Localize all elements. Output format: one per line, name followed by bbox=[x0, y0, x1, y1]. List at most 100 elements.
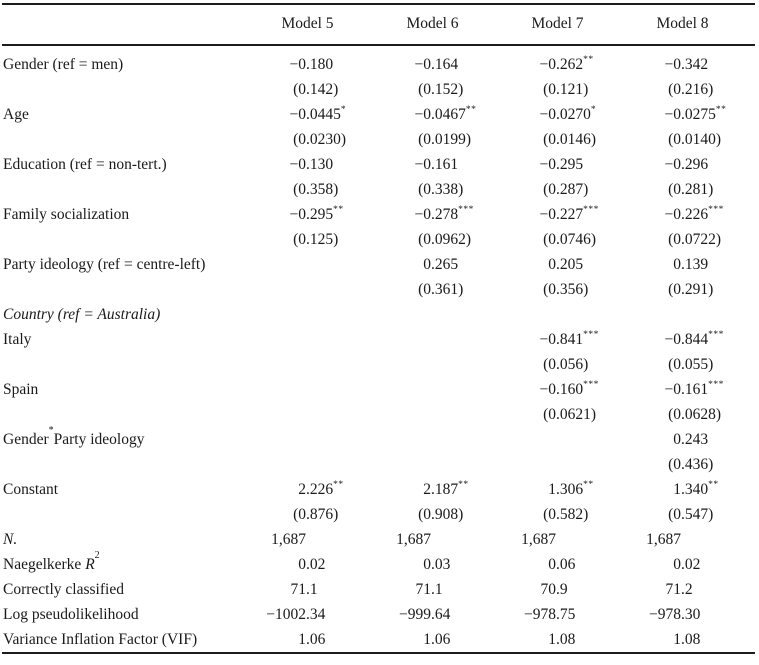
cell-integer-part: −0 bbox=[539, 106, 557, 123]
cell-integer-part bbox=[498, 302, 556, 327]
table-cell: −0.160 *** bbox=[498, 377, 623, 402]
table-cell: (0.0962) bbox=[373, 227, 498, 252]
cell-fraction-part: .08 bbox=[681, 631, 701, 648]
cell-integer-part: (0 bbox=[543, 181, 556, 198]
cell-fraction-part: .265 bbox=[431, 256, 459, 273]
cell-integer-part: 1 bbox=[298, 631, 306, 648]
table-cell: (0.356) bbox=[498, 277, 623, 302]
row-label: Log pseudolikelihood bbox=[0, 602, 248, 627]
table-row: (0.361) (0.356) (0.291) bbox=[0, 277, 759, 302]
significance-stars: ** bbox=[583, 54, 594, 65]
cell-integer-part: (0 bbox=[668, 131, 681, 148]
table-cell: 1.08 bbox=[498, 627, 623, 652]
cell-fraction-part: .582) bbox=[556, 506, 589, 523]
table-cell bbox=[248, 377, 373, 402]
row-label bbox=[0, 352, 248, 377]
table-row: Variance Inflation Factor (VIF) 1.06 1.0… bbox=[0, 627, 759, 652]
table-row: Country (ref = Australia) bbox=[0, 302, 759, 327]
table-cell: −0.164 bbox=[373, 52, 498, 77]
cell-integer-part: 1,687 bbox=[396, 531, 431, 548]
significance-stars: *** bbox=[583, 204, 599, 215]
table-cell: −0.295 ** bbox=[248, 202, 373, 227]
cell-fraction-part: .844 bbox=[681, 331, 709, 348]
table-cell: (0.361) bbox=[373, 277, 498, 302]
table-cell: −978.30 bbox=[623, 602, 748, 627]
table-cell: (0.056) bbox=[498, 352, 623, 377]
significance-stars: *** bbox=[583, 329, 599, 340]
cell-integer-part bbox=[248, 452, 306, 477]
table-cell: 2.187 ** bbox=[373, 477, 498, 502]
cell-fraction-part: .295 bbox=[306, 206, 334, 223]
cell-integer-part: 71 bbox=[415, 581, 432, 598]
row-label-text: Log pseudolikelihood bbox=[3, 606, 139, 623]
table-cell: (0.216) bbox=[623, 77, 748, 102]
cell-fraction-part: .03 bbox=[431, 556, 451, 573]
cell-integer-part: −0 bbox=[289, 156, 307, 173]
table-cell bbox=[248, 402, 373, 427]
cell-integer-part: (0 bbox=[668, 356, 681, 373]
cell-fraction-part: .75 bbox=[556, 606, 576, 623]
column-header-model6: Model 6 bbox=[406, 15, 459, 32]
table-cell: −0.130 bbox=[248, 152, 373, 177]
table-cell: (0.0199) bbox=[373, 127, 498, 152]
table-cell: 1,687 bbox=[623, 527, 748, 552]
cell-integer-part: (0 bbox=[668, 81, 681, 98]
table-cell bbox=[248, 352, 373, 377]
table-cell: (0.0621) bbox=[498, 402, 623, 427]
cell-fraction-part: .356) bbox=[556, 281, 589, 298]
table-cell: 1,687 bbox=[373, 527, 498, 552]
cell-integer-part bbox=[248, 302, 306, 327]
table-cell bbox=[373, 377, 498, 402]
table-cell: −0.180 bbox=[248, 52, 373, 77]
cell-integer-part: 1,687 bbox=[271, 531, 306, 548]
cell-fraction-part: .02 bbox=[681, 556, 701, 573]
row-label: Education (ref = non-tert.) bbox=[0, 152, 248, 177]
cell-integer-part bbox=[373, 452, 431, 477]
cell-integer-part bbox=[248, 352, 306, 377]
table-cell: (0.908) bbox=[373, 502, 498, 527]
cell-integer-part: 0 bbox=[548, 556, 556, 573]
cell-integer-part: −0 bbox=[539, 381, 557, 398]
table-row: Log pseudolikelihood −1002.34 −999.64 −9… bbox=[0, 602, 759, 627]
table-cell: −0.262 ** bbox=[498, 52, 623, 77]
row-label: Constant bbox=[0, 477, 248, 502]
cell-integer-part: −0 bbox=[414, 156, 432, 173]
significance-stars: ** bbox=[465, 104, 477, 115]
row-label-text: Party ideology (ref = centre-left) bbox=[3, 256, 206, 273]
table-cell bbox=[498, 452, 623, 477]
table-cell: 1,687 bbox=[498, 527, 623, 552]
cell-fraction-part: .0722) bbox=[681, 231, 722, 248]
row-label-text: Naegelkerke bbox=[3, 556, 86, 573]
cell-fraction-part: .187 bbox=[431, 481, 459, 498]
table-cell: −0.844 *** bbox=[623, 327, 748, 352]
cell-integer-part bbox=[373, 402, 431, 427]
cell-integer-part: 0 bbox=[298, 556, 306, 573]
table-cell bbox=[248, 452, 373, 477]
cell-integer-part: −978 bbox=[524, 606, 556, 623]
table-cell bbox=[373, 402, 498, 427]
table-cell: (0.0628) bbox=[623, 402, 748, 427]
cell-integer-part: (0 bbox=[293, 181, 306, 198]
cell-integer-part: (0 bbox=[543, 356, 556, 373]
cell-integer-part: 2 bbox=[423, 481, 431, 498]
table-row: Constant 2.226 ** 2.187 ** 1.306 ** 1.340 ** bbox=[0, 477, 759, 502]
table-cell bbox=[248, 327, 373, 352]
table-cell: (0.338) bbox=[373, 177, 498, 202]
cell-fraction-part: .161 bbox=[431, 156, 459, 173]
table-cell: (0.0146) bbox=[498, 127, 623, 152]
cell-integer-part bbox=[248, 427, 306, 452]
cell-fraction-part: .876) bbox=[306, 506, 339, 523]
table-cell bbox=[373, 452, 498, 477]
cell-integer-part: (0 bbox=[293, 231, 306, 248]
table-cell: −0.342 bbox=[623, 52, 748, 77]
table-cell: (0.055) bbox=[623, 352, 748, 377]
significance-stars: ** bbox=[458, 479, 469, 490]
table-cell: 0.02 bbox=[248, 552, 373, 577]
table-row: Italy −0.841 *** −0.844 *** bbox=[0, 327, 759, 352]
cell-integer-part: −1002 bbox=[266, 606, 306, 623]
row-label: N. bbox=[0, 527, 248, 552]
cell-integer-part: 2 bbox=[298, 481, 306, 498]
cell-fraction-part: .08 bbox=[556, 631, 576, 648]
cell-integer-part: 0 bbox=[548, 256, 556, 273]
cell-fraction-part: .296 bbox=[681, 156, 709, 173]
